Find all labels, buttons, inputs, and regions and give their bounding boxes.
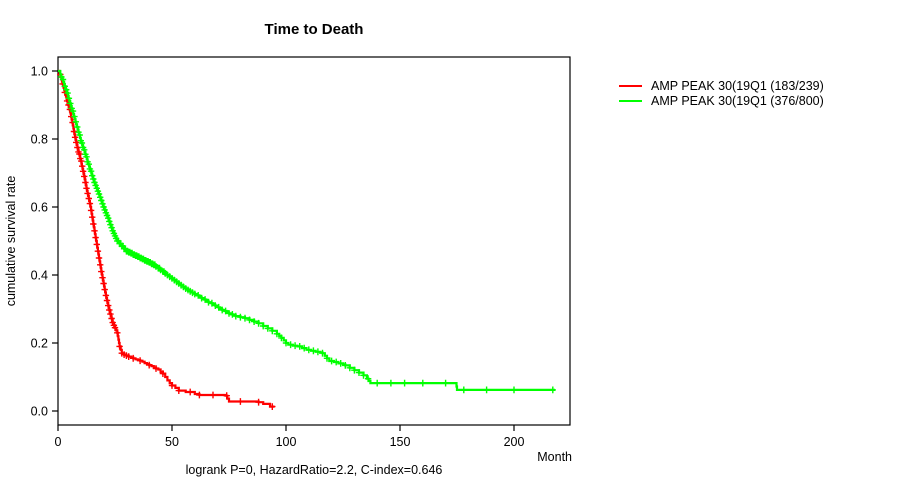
x-tick-label: 200 — [504, 435, 525, 449]
chart-title: Time to Death — [264, 21, 364, 38]
legend-label-red: AMP PEAK 30(19Q1 (183/239) — [651, 79, 824, 94]
survival-curve-green — [58, 69, 555, 391]
stats-annotation: logrank P=0, HazardRatio=2.2, C-index=0.… — [185, 463, 443, 477]
y-tick-label: 0.8 — [31, 132, 48, 146]
x-tick-label: 100 — [276, 435, 297, 449]
series-red — [57, 69, 276, 410]
legend-label-green: AMP PEAK 30(19Q1 (376/800) — [651, 93, 824, 108]
legend: AMP PEAK 30(19Q1 (183/239) AMP PEAK 30(1… — [619, 79, 824, 108]
x-tick-label: 0 — [55, 435, 62, 449]
y-tick-label: 0.0 — [31, 404, 48, 418]
red-line-swatch — [619, 85, 642, 88]
x-tick-label: 50 — [165, 435, 179, 449]
y-axis: 0.0 0.2 0.4 0.6 0.8 1.0 — [31, 64, 58, 418]
green-line-swatch — [619, 99, 642, 102]
survival-curve-red — [58, 69, 275, 408]
series-green — [58, 69, 556, 394]
y-tick-label: 0.2 — [31, 336, 48, 350]
censor-marks-green — [58, 73, 556, 394]
x-axis: 0 50 100 150 200 — [55, 425, 525, 449]
y-tick-label: 0.4 — [31, 268, 48, 282]
y-axis-title: cumulative survival rate — [4, 175, 18, 307]
plot-box — [57, 56, 571, 426]
legend-item-red: AMP PEAK 30(19Q1 (183/239) — [619, 79, 824, 94]
x-tick-label: 150 — [390, 435, 411, 449]
y-tick-label: 0.6 — [31, 200, 48, 214]
y-tick-label: 1.0 — [31, 64, 48, 78]
censor-marks-red — [57, 71, 276, 410]
x-axis-title: Month — [537, 450, 572, 464]
legend-item-green: AMP PEAK 30(19Q1 (376/800) — [619, 94, 824, 109]
